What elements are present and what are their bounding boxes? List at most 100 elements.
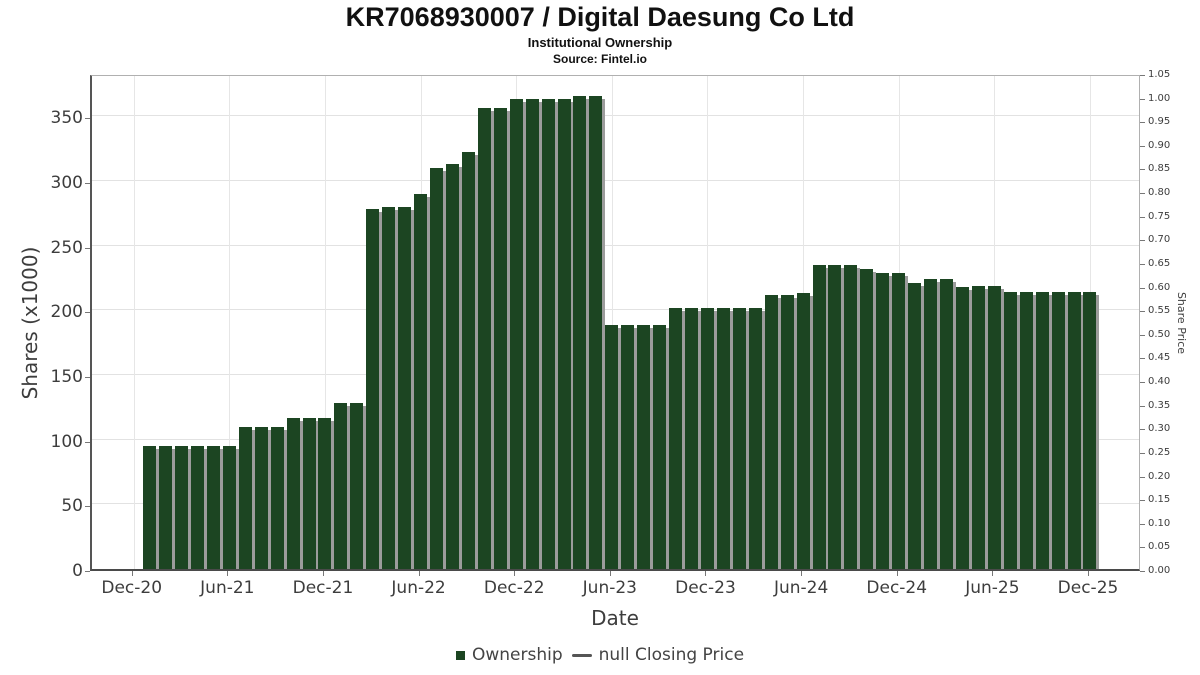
ownership-bar[interactable] bbox=[589, 95, 603, 569]
ownership-bar[interactable] bbox=[190, 446, 204, 569]
ownership-bar[interactable] bbox=[764, 294, 778, 569]
ownership-bar[interactable] bbox=[143, 446, 157, 569]
x-axis-tick-label: Dec-25 bbox=[1057, 578, 1119, 598]
tick-mark-right bbox=[1140, 145, 1145, 147]
ownership-bar[interactable] bbox=[493, 108, 507, 569]
ownership-bar[interactable] bbox=[940, 279, 954, 569]
ownership-bar[interactable] bbox=[414, 193, 428, 569]
ownership-bar[interactable] bbox=[1067, 292, 1081, 569]
ownership-bar[interactable] bbox=[382, 206, 396, 569]
ownership-bar[interactable] bbox=[430, 167, 444, 569]
ownership-bar[interactable] bbox=[908, 283, 922, 569]
ownership-bar[interactable] bbox=[175, 446, 188, 569]
ownership-bar[interactable] bbox=[796, 293, 810, 569]
y-axis-tick-label-right: 0.85 bbox=[1148, 163, 1171, 175]
ownership-bar[interactable] bbox=[541, 99, 555, 569]
legend-item-ownership[interactable]: Ownership bbox=[455, 645, 563, 665]
ownership-bar[interactable] bbox=[366, 209, 380, 569]
legend-item-closing-price[interactable]: null Closing Price bbox=[571, 645, 745, 665]
ownership-bar[interactable] bbox=[780, 294, 794, 569]
ownership-bar[interactable] bbox=[159, 446, 173, 569]
legend-line-icon bbox=[571, 653, 592, 657]
tick-mark-right bbox=[1140, 547, 1145, 549]
ownership-bar[interactable] bbox=[334, 403, 348, 569]
ownership-bar[interactable] bbox=[286, 417, 300, 569]
tick-mark-right bbox=[1140, 476, 1145, 478]
ownership-bar[interactable] bbox=[685, 307, 699, 569]
plot-area bbox=[90, 75, 1140, 571]
ownership-bar[interactable] bbox=[732, 307, 746, 569]
tick-mark-bottom bbox=[227, 571, 229, 576]
tick-mark-left bbox=[85, 571, 90, 572]
y-axis-tick-label-left: 150 bbox=[50, 366, 83, 387]
y-axis-tick-label-right: 0.15 bbox=[1148, 494, 1171, 506]
tick-mark-right bbox=[1140, 240, 1145, 242]
ownership-bar[interactable] bbox=[971, 285, 985, 569]
y-axis-tick-label-right: 1.05 bbox=[1148, 69, 1171, 80]
ownership-bar[interactable] bbox=[206, 446, 220, 569]
y-axis-tick-label-right: 0.05 bbox=[1148, 541, 1171, 553]
tick-mark-right bbox=[1140, 311, 1145, 313]
ownership-bar[interactable] bbox=[270, 426, 284, 569]
ownership-bar[interactable] bbox=[1003, 292, 1017, 569]
ownership-bar[interactable] bbox=[461, 152, 475, 569]
ownership-bar[interactable] bbox=[955, 286, 969, 569]
ownership-bar[interactable] bbox=[1083, 292, 1097, 569]
ownership-bar[interactable] bbox=[445, 164, 459, 569]
y-axis-tick-label-left: 300 bbox=[50, 172, 83, 193]
tick-mark-right bbox=[1140, 169, 1145, 171]
tick-mark-bottom bbox=[801, 571, 803, 576]
x-axis-tick-label: Dec-22 bbox=[483, 578, 545, 598]
ownership-bar[interactable] bbox=[621, 324, 635, 569]
y-axis-tick-label-right: 0.40 bbox=[1148, 376, 1171, 388]
ownership-bar[interactable] bbox=[892, 272, 906, 569]
tick-mark-right bbox=[1140, 382, 1145, 384]
ownership-bar[interactable] bbox=[557, 99, 571, 569]
ownership-bar[interactable] bbox=[637, 324, 651, 569]
ownership-bar[interactable] bbox=[318, 417, 332, 569]
ownership-bar[interactable] bbox=[302, 417, 316, 569]
ownership-bar[interactable] bbox=[876, 272, 890, 569]
ownership-bar[interactable] bbox=[924, 279, 938, 569]
tick-mark-right bbox=[1140, 263, 1145, 265]
ownership-bar[interactable] bbox=[844, 264, 858, 569]
ownership-bar[interactable] bbox=[860, 268, 874, 569]
gridline-vertical bbox=[611, 76, 613, 569]
legend-price-label: null Closing Price bbox=[598, 645, 745, 665]
ownership-bar[interactable] bbox=[477, 108, 491, 569]
chart-title: KR7068930007 / Digital Daesung Co Ltd bbox=[345, 2, 855, 32]
legend-ownership-square-icon bbox=[455, 650, 465, 660]
ownership-bar[interactable] bbox=[700, 307, 714, 569]
ownership-bar[interactable] bbox=[1019, 292, 1033, 569]
x-axis-label: Date bbox=[591, 606, 639, 630]
tick-mark-right bbox=[1140, 452, 1145, 454]
ownership-bar[interactable] bbox=[222, 446, 236, 569]
tick-mark-right bbox=[1140, 523, 1145, 525]
ownership-bar[interactable] bbox=[748, 307, 762, 569]
ownership-bar[interactable] bbox=[828, 264, 842, 569]
ownership-bar[interactable] bbox=[509, 99, 523, 569]
ownership-bar[interactable] bbox=[669, 307, 683, 569]
ownership-bar[interactable] bbox=[1051, 292, 1065, 569]
ownership-bar[interactable] bbox=[716, 307, 730, 569]
ownership-bar[interactable] bbox=[350, 403, 364, 569]
ownership-bar[interactable] bbox=[987, 285, 1001, 569]
tick-mark-right bbox=[1140, 287, 1145, 289]
tick-mark-right bbox=[1140, 358, 1145, 360]
tick-mark-right bbox=[1140, 570, 1145, 572]
ownership-bar[interactable] bbox=[238, 426, 252, 569]
ownership-bar[interactable] bbox=[254, 426, 268, 569]
x-axis-tick-label: Jun-25 bbox=[965, 578, 1020, 598]
ownership-bar[interactable] bbox=[525, 99, 539, 569]
ownership-bar[interactable] bbox=[573, 95, 587, 569]
y-axis-tick-label-left: 250 bbox=[50, 237, 83, 258]
tick-mark-left bbox=[85, 506, 90, 508]
tick-mark-right bbox=[1140, 500, 1145, 502]
ownership-bar[interactable] bbox=[812, 264, 826, 569]
ownership-bar[interactable] bbox=[398, 206, 412, 569]
ownership-bar[interactable] bbox=[653, 324, 667, 569]
ownership-bar[interactable] bbox=[1035, 292, 1049, 569]
ownership-bar[interactable] bbox=[605, 324, 619, 569]
gridline-vertical bbox=[229, 76, 231, 569]
tick-mark-right bbox=[1140, 334, 1145, 336]
